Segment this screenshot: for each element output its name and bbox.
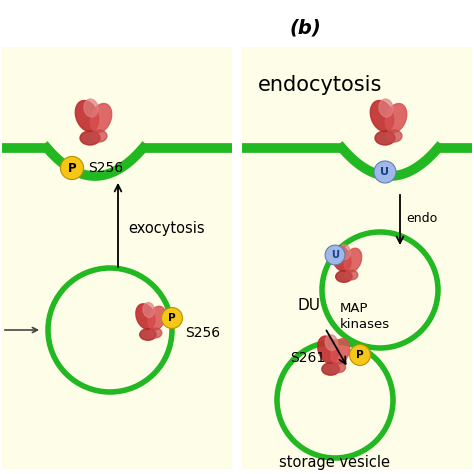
Ellipse shape (331, 339, 350, 364)
FancyBboxPatch shape (242, 47, 472, 469)
Circle shape (325, 245, 345, 265)
Text: P: P (68, 162, 76, 174)
Ellipse shape (322, 363, 339, 375)
Ellipse shape (375, 131, 395, 145)
Text: endo: endo (406, 211, 437, 225)
Text: S261: S261 (290, 351, 325, 365)
Ellipse shape (140, 329, 156, 340)
Text: DU: DU (298, 298, 321, 312)
Ellipse shape (318, 336, 338, 363)
Text: S256: S256 (88, 161, 123, 175)
Ellipse shape (339, 245, 350, 259)
Ellipse shape (148, 306, 166, 330)
Ellipse shape (386, 130, 402, 142)
Ellipse shape (143, 302, 155, 317)
Text: U: U (381, 167, 390, 177)
Ellipse shape (80, 131, 100, 145)
Ellipse shape (149, 328, 162, 338)
Ellipse shape (379, 99, 393, 117)
Text: storage vesicle: storage vesicle (280, 455, 391, 470)
Ellipse shape (332, 246, 351, 271)
Ellipse shape (370, 100, 394, 131)
Ellipse shape (325, 335, 337, 350)
Circle shape (61, 156, 83, 180)
Text: endocytosis: endocytosis (258, 75, 383, 95)
Ellipse shape (385, 103, 407, 133)
Text: U: U (331, 250, 339, 260)
Ellipse shape (336, 271, 352, 283)
Text: (b): (b) (289, 18, 321, 37)
Ellipse shape (136, 304, 155, 329)
Ellipse shape (75, 100, 99, 131)
Circle shape (162, 308, 182, 328)
Text: P: P (168, 313, 176, 323)
Circle shape (349, 345, 371, 365)
Ellipse shape (344, 248, 362, 272)
Ellipse shape (84, 99, 98, 117)
Ellipse shape (91, 130, 107, 142)
Ellipse shape (90, 103, 112, 133)
Text: MAP
kinases: MAP kinases (340, 301, 390, 330)
FancyBboxPatch shape (2, 47, 232, 469)
Text: S256: S256 (185, 326, 220, 340)
Text: exocytosis: exocytosis (128, 220, 205, 236)
Ellipse shape (345, 270, 358, 280)
Ellipse shape (331, 362, 346, 373)
Text: P: P (356, 350, 364, 360)
Circle shape (374, 161, 396, 183)
